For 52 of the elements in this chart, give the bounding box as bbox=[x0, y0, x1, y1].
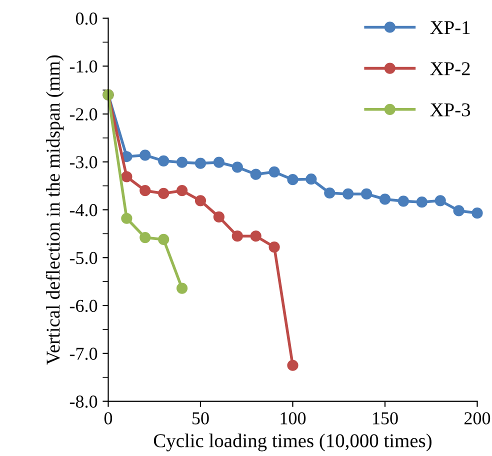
point bbox=[140, 150, 151, 161]
point bbox=[121, 171, 132, 182]
point bbox=[158, 188, 170, 200]
y-tick-label: -6.0 bbox=[70, 300, 98, 312]
x-tick-label: 200 bbox=[464, 412, 490, 424]
legend-label: XP-1 bbox=[430, 21, 470, 34]
y-tick-label: -1.0 bbox=[70, 60, 98, 73]
point bbox=[453, 205, 464, 216]
point bbox=[250, 230, 262, 242]
y-tick-label: -4.0 bbox=[70, 204, 98, 216]
point bbox=[158, 234, 170, 245]
point bbox=[360, 188, 372, 200]
point bbox=[434, 195, 446, 206]
point bbox=[194, 195, 206, 206]
point bbox=[250, 168, 262, 180]
point bbox=[268, 242, 280, 253]
point bbox=[158, 155, 170, 166]
point bbox=[176, 282, 188, 294]
y-tick-label: -8.0 bbox=[70, 396, 98, 408]
point bbox=[232, 230, 243, 242]
x-tick-label: 150 bbox=[373, 412, 398, 424]
point bbox=[121, 212, 132, 224]
y-axis-title: Vertical deflection in the midspan (mm) bbox=[46, 55, 64, 365]
y-tick-label: -3.0 bbox=[70, 156, 98, 168]
x-tick-label: 100 bbox=[280, 412, 306, 424]
legend-label: XP-3 bbox=[430, 103, 470, 116]
point bbox=[140, 232, 151, 244]
point bbox=[398, 196, 409, 207]
y-tick-label: -2.0 bbox=[70, 108, 98, 121]
x-tick-label: 50 bbox=[192, 412, 209, 424]
point bbox=[140, 185, 151, 196]
legend-label: XP-2 bbox=[430, 62, 470, 76]
y-tick-label: 0.0 bbox=[76, 12, 98, 25]
point bbox=[268, 166, 280, 178]
point bbox=[232, 162, 243, 173]
point bbox=[306, 174, 317, 185]
point bbox=[213, 156, 224, 168]
y-tick-label: -7.0 bbox=[70, 348, 98, 360]
point bbox=[176, 185, 188, 196]
point bbox=[213, 211, 224, 222]
point bbox=[324, 187, 336, 199]
point bbox=[472, 208, 483, 219]
x-tick-label: 0 bbox=[104, 412, 112, 424]
y-tick-label: -5.0 bbox=[70, 252, 98, 264]
point bbox=[194, 158, 206, 169]
point bbox=[416, 196, 428, 208]
point bbox=[287, 174, 298, 186]
point bbox=[176, 156, 188, 168]
x-axis-title: Cyclic loading times (10,000 times) bbox=[154, 434, 432, 452]
point bbox=[287, 360, 298, 371]
point bbox=[342, 188, 354, 200]
point bbox=[379, 194, 391, 205]
